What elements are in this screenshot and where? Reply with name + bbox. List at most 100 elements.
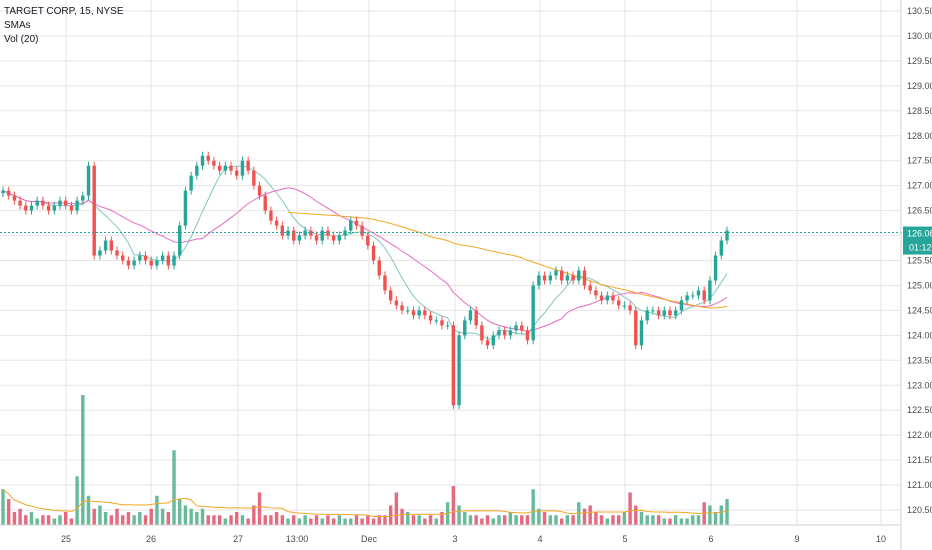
volume-bar (35, 518, 39, 525)
candle-body (394, 300, 399, 306)
candle (183, 186, 188, 230)
candle-body (708, 280, 712, 301)
candle (41, 196, 45, 210)
candle-body (582, 270, 587, 286)
volume-bar (679, 518, 684, 525)
candle (525, 326, 530, 345)
volume-bar (400, 508, 404, 525)
volume-bar (160, 508, 165, 525)
volume-bar (189, 508, 193, 525)
candle (331, 231, 336, 245)
candle (451, 321, 456, 410)
volume-bar (662, 518, 667, 525)
candle (531, 281, 535, 345)
y-tick-label: 129.50 (907, 56, 932, 66)
volume-bar (297, 518, 302, 525)
volume-bar (639, 512, 644, 525)
candle (485, 336, 490, 350)
volume-bar (326, 515, 330, 525)
volume-bar (200, 508, 205, 525)
candle-body (599, 295, 604, 301)
volume-bar (656, 515, 661, 525)
candle (651, 306, 655, 315)
candle-body (178, 225, 182, 256)
candle-body (719, 240, 724, 256)
candle (274, 216, 279, 230)
symbol-title[interactable]: TARGET CORP, 15, NYSE (4, 6, 124, 17)
candle (52, 201, 57, 215)
candle-body (542, 275, 547, 281)
volume-bar (63, 512, 68, 525)
volume-bar (46, 515, 51, 525)
candle-body (525, 330, 530, 341)
last-price-tag: 126.06 01:12 (903, 226, 932, 255)
candle-body (115, 250, 119, 256)
candle (696, 286, 701, 300)
candle (349, 216, 353, 235)
candle (58, 196, 62, 210)
volume-bar (314, 515, 319, 525)
volume-bar (246, 518, 250, 525)
candle (172, 251, 176, 270)
volume-bar (269, 515, 273, 525)
candle (474, 306, 478, 330)
candle-body (41, 200, 45, 206)
volume-bar (645, 515, 649, 525)
volume-bar (6, 499, 11, 525)
candle (634, 306, 638, 350)
candle (406, 306, 410, 315)
volume-bar (115, 508, 119, 525)
volume-bar (480, 518, 484, 525)
volume-bar (628, 492, 632, 525)
candle-body (611, 295, 615, 301)
candle (645, 306, 649, 325)
candle (400, 301, 404, 315)
candle-body (172, 255, 176, 266)
candle-body (616, 300, 621, 306)
volume-bar (309, 518, 313, 525)
candle-body (331, 235, 336, 241)
sma-indicator-label[interactable]: SMAs (4, 20, 31, 31)
candle (297, 231, 302, 245)
candle (611, 291, 615, 305)
volume-indicator-label[interactable]: Vol (20) (4, 34, 39, 45)
candle-body (383, 275, 387, 291)
candle (143, 251, 148, 265)
candle (229, 161, 233, 175)
volume-bar (668, 518, 672, 525)
candle-body (263, 195, 267, 211)
candle-body (366, 235, 370, 246)
candle (605, 291, 609, 305)
volume-bar (605, 518, 609, 525)
candle-body (685, 295, 689, 301)
candle (103, 236, 108, 255)
candle-body (639, 320, 644, 346)
volume-bar (58, 515, 62, 525)
candle-body (702, 290, 706, 301)
volume-bar (138, 512, 142, 525)
candle (565, 271, 570, 285)
candle (622, 301, 627, 310)
candle (457, 331, 461, 410)
volume-bar (468, 515, 473, 525)
volume-bar (257, 492, 262, 525)
candle-body (668, 310, 672, 316)
volume-bar (582, 508, 587, 525)
volume-bar (611, 515, 615, 525)
candle (240, 156, 245, 180)
candle-body (143, 255, 148, 261)
volume-bar (411, 515, 416, 525)
candle-body (183, 190, 188, 226)
candle (497, 326, 501, 340)
candle (423, 306, 427, 320)
candle-body (189, 175, 193, 191)
candle (269, 206, 273, 225)
candle-body (18, 200, 22, 206)
volume-bar (696, 515, 701, 525)
volume-bar (537, 508, 541, 525)
candle (673, 306, 678, 320)
candle-body (371, 245, 376, 261)
candle-body (86, 165, 91, 196)
candle (292, 226, 296, 245)
